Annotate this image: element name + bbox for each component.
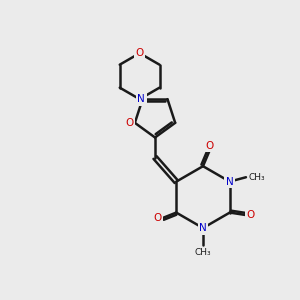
Text: N: N: [137, 94, 145, 104]
Text: N: N: [199, 223, 207, 233]
Text: O: O: [136, 48, 144, 58]
Text: O: O: [125, 118, 134, 128]
Text: O: O: [246, 210, 254, 220]
Text: CH₃: CH₃: [248, 173, 265, 182]
Text: N: N: [226, 177, 234, 187]
Text: CH₃: CH₃: [195, 248, 211, 257]
Text: O: O: [154, 213, 162, 223]
Text: O: O: [206, 141, 214, 151]
